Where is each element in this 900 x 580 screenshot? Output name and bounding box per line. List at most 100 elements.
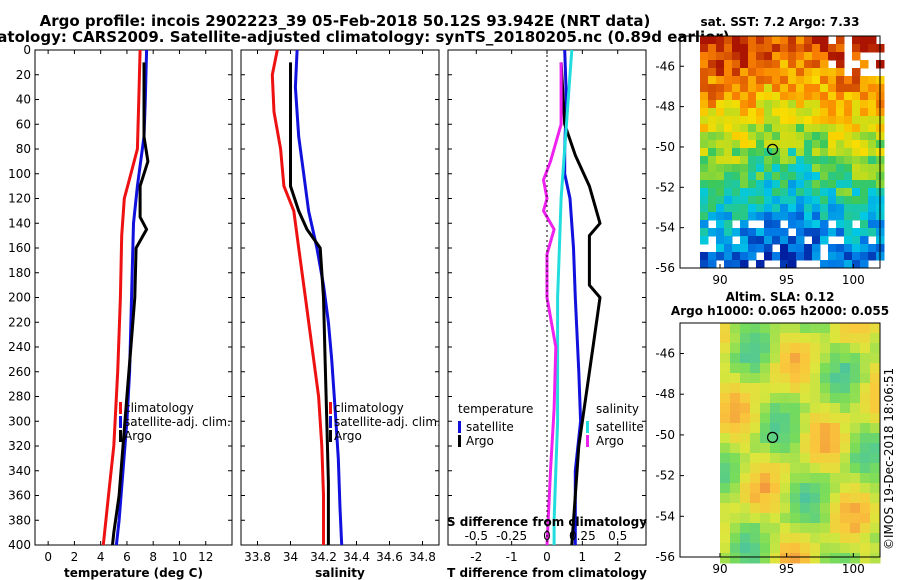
- map-cell: [720, 553, 731, 564]
- map-cell: [870, 343, 881, 354]
- map-cell: [850, 493, 861, 504]
- map-cell: [796, 52, 805, 61]
- map-cell: [852, 140, 861, 149]
- map-cell: [860, 383, 871, 394]
- map-cell: [860, 453, 871, 464]
- map-cell: [760, 383, 771, 394]
- map-cell: [844, 196, 853, 205]
- map-cell: [780, 353, 791, 364]
- map-cell: [780, 92, 789, 101]
- map-cell: [820, 463, 831, 474]
- map-cell: [748, 148, 757, 157]
- map-cell: [716, 116, 725, 125]
- map-cell: [740, 443, 751, 454]
- salinity-legend-swatch: [329, 416, 332, 428]
- map-cell: [724, 124, 733, 133]
- map-cell: [740, 413, 751, 424]
- salinity-legend-label: satellite-adj. clim.: [334, 415, 441, 429]
- map-cell: [852, 36, 861, 45]
- map-cell: [708, 164, 717, 173]
- map-cell: [850, 453, 861, 464]
- map-cell: [852, 68, 861, 77]
- map-cell: [700, 236, 709, 245]
- map-cell: [732, 204, 741, 213]
- map-cell: [770, 323, 781, 334]
- map-cell: [760, 373, 771, 384]
- map-cell: [764, 172, 773, 181]
- map-cell: [844, 236, 853, 245]
- map-cell: [732, 212, 741, 221]
- map-cell: [812, 236, 821, 245]
- map-cell: [748, 156, 757, 165]
- map-cell: [790, 353, 801, 364]
- map-cell: [740, 44, 749, 53]
- map-cell: [716, 52, 725, 61]
- map-cell: [760, 503, 771, 514]
- map-cell: [732, 156, 741, 165]
- map-cell: [868, 212, 877, 221]
- map-cell: [772, 188, 781, 197]
- map-cell: [732, 132, 741, 141]
- map-cell: [770, 423, 781, 434]
- y-tick-label: 160: [8, 241, 31, 255]
- map-cell: [840, 493, 851, 504]
- map-cell: [870, 553, 881, 564]
- map-cell: [870, 453, 881, 464]
- map-cell: [840, 553, 851, 564]
- map-cell: [724, 212, 733, 221]
- y-tick-label: 400: [8, 538, 31, 552]
- y-tick-label: 40: [16, 93, 31, 107]
- map-cell: [772, 252, 781, 261]
- map-cell: [708, 148, 717, 157]
- map-cell: [790, 463, 801, 474]
- map-cell: [730, 543, 741, 554]
- map-cell: [870, 363, 881, 374]
- map-cell: [720, 453, 731, 464]
- map-cell: [724, 220, 733, 229]
- map-cell: [740, 92, 749, 101]
- map-cell: [772, 108, 781, 117]
- map-cell: [720, 543, 731, 554]
- sst_map-frame: [679, 35, 881, 269]
- map-cell: [748, 124, 757, 133]
- temperature-series-line: [111, 62, 150, 546]
- map-cell: [844, 156, 853, 165]
- map-cell: [810, 413, 821, 424]
- map-cell: [732, 84, 741, 93]
- map-cell: [820, 343, 831, 354]
- map-cell: [790, 483, 801, 494]
- map-cell: [810, 433, 821, 444]
- map-cell: [772, 140, 781, 149]
- map-cell: [796, 252, 805, 261]
- map-cell: [850, 343, 861, 354]
- map-cell: [720, 463, 731, 474]
- map-cell: [780, 473, 791, 484]
- map-cell: [724, 156, 733, 165]
- map-cell: [756, 108, 765, 117]
- map-cell: [796, 148, 805, 157]
- map-cell: [860, 60, 869, 69]
- map-cell: [724, 260, 733, 269]
- sla-map-title-1: Altim. SLA: 0.12: [726, 290, 835, 304]
- map-cell: [780, 493, 791, 504]
- map-cell: [716, 84, 725, 93]
- map-cell: [720, 483, 731, 494]
- map-cell: [716, 164, 725, 173]
- map-cell: [870, 493, 881, 504]
- map-cell: [730, 533, 741, 544]
- map-cell: [748, 36, 757, 45]
- map-cell: [820, 132, 829, 141]
- map-cell: [844, 172, 853, 181]
- map-cell: [812, 124, 821, 133]
- map-cell: [740, 373, 751, 384]
- map-cell: [748, 196, 757, 205]
- y-tick-label: 260: [8, 365, 31, 379]
- map-cell: [730, 443, 741, 454]
- map-cell: [700, 92, 709, 101]
- map-cell: [764, 116, 773, 125]
- map-cell: [860, 523, 871, 534]
- map-cell: [788, 172, 797, 181]
- map-cell: [810, 443, 821, 454]
- map-cell: [870, 433, 881, 444]
- map-cell: [804, 76, 813, 85]
